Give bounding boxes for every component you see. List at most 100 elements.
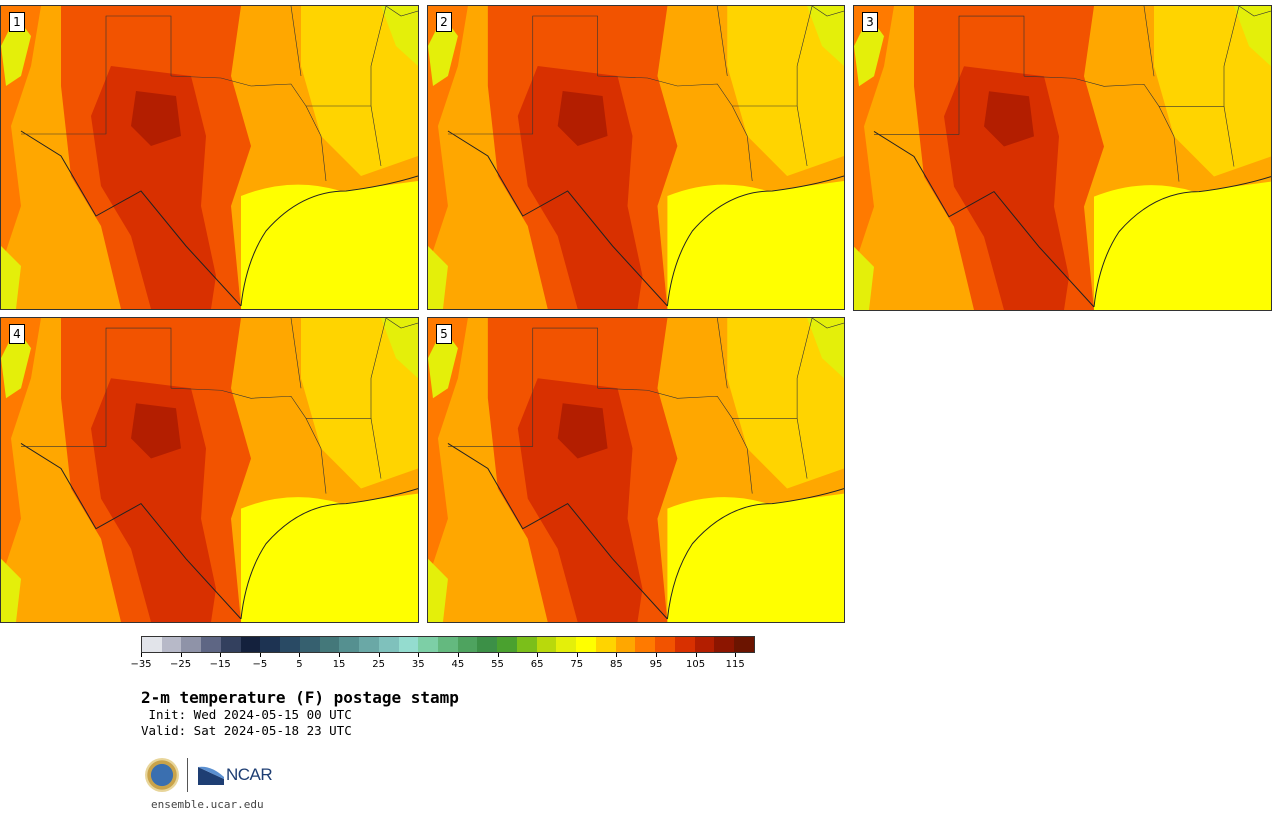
colorbar-tick-label: 55 bbox=[491, 659, 504, 670]
temperature-region bbox=[301, 6, 418, 176]
map-boundary-line bbox=[370, 418, 382, 479]
temperature-region bbox=[667, 493, 844, 622]
colorbar-tick-label: −5 bbox=[252, 659, 268, 670]
ensemble-member-map-5: 5 bbox=[427, 317, 845, 623]
colorbar-swatch bbox=[398, 637, 419, 652]
temperature-region bbox=[517, 66, 643, 309]
map-boundary-line bbox=[597, 318, 813, 419]
map-boundary-line bbox=[597, 6, 813, 107]
temperature-region bbox=[1, 246, 21, 309]
colorbar-tick-label: 105 bbox=[686, 659, 706, 670]
colorbar-tick bbox=[616, 653, 618, 657]
colorbar-swatch bbox=[655, 637, 675, 652]
ncar-wordmark: NCAR bbox=[226, 765, 273, 784]
colorbar-swatch bbox=[201, 637, 221, 652]
colorbar-swatch bbox=[457, 637, 478, 652]
map-boundary-line bbox=[732, 105, 753, 182]
map-boundary-line bbox=[385, 6, 418, 17]
map-boundary-line bbox=[796, 418, 808, 479]
temperature-region bbox=[428, 246, 448, 309]
title-block: 2-m temperature (F) postage stamp Init: … bbox=[141, 688, 459, 739]
colorbar-tick-label: 65 bbox=[530, 659, 544, 670]
colorbar-swatch bbox=[359, 637, 379, 652]
temperature-region bbox=[91, 66, 216, 309]
map-boundary-line bbox=[666, 488, 844, 620]
colorbar-tick-label: 15 bbox=[332, 659, 346, 670]
temperature-region bbox=[807, 318, 844, 379]
map-boundary-line bbox=[305, 418, 327, 494]
colorbar-swatch bbox=[181, 637, 202, 652]
colorbar-tick bbox=[537, 653, 539, 657]
colorbar-swatch bbox=[516, 637, 537, 652]
temperature-region bbox=[854, 16, 884, 87]
map-boundary-line bbox=[874, 15, 1025, 135]
temperature-region bbox=[131, 91, 181, 146]
colorbar-tick bbox=[339, 653, 341, 657]
colorbar-swatch bbox=[142, 637, 162, 652]
temperature-region bbox=[131, 403, 181, 459]
colorbar-tick-label: 115 bbox=[725, 659, 745, 670]
colorbar-swatch bbox=[556, 637, 577, 652]
colorbar-tick bbox=[180, 653, 182, 657]
ensemble-member-map-2: 2 bbox=[427, 5, 845, 310]
map-boundary-line bbox=[370, 105, 382, 167]
temperature-region bbox=[381, 6, 418, 66]
valid-time: Valid: Sat 2024-05-18 23 UTC bbox=[141, 723, 352, 738]
member-label: 4 bbox=[9, 324, 25, 344]
temperature-map bbox=[428, 318, 844, 622]
map-boundary-line bbox=[1143, 6, 1155, 77]
temperature-colorbar bbox=[141, 636, 755, 653]
member-label: 1 bbox=[9, 12, 25, 32]
colorbar-tick bbox=[457, 653, 459, 657]
colorbar-tick-label: −35 bbox=[130, 659, 152, 670]
colorbar-swatch bbox=[576, 637, 596, 652]
member-label: 3 bbox=[862, 12, 878, 32]
colorbar-swatch bbox=[477, 637, 498, 652]
colorbar-tick bbox=[418, 653, 420, 657]
colorbar-tick-label: 75 bbox=[570, 659, 584, 670]
colorbar-tick bbox=[299, 653, 301, 657]
map-boundary-line bbox=[21, 15, 172, 135]
colorbar-swatch bbox=[280, 637, 300, 652]
map-boundary-line bbox=[290, 6, 302, 77]
colorbar-tick bbox=[735, 653, 737, 657]
temperature-region bbox=[241, 181, 418, 309]
colorbar-tick-label: 35 bbox=[411, 659, 425, 670]
colorbar-tick-label: 85 bbox=[609, 659, 623, 670]
temperature-region bbox=[557, 403, 608, 459]
colorbar-tick-label: 95 bbox=[649, 659, 663, 670]
map-boundary-line bbox=[1238, 6, 1271, 17]
colorbar-swatch bbox=[299, 637, 320, 652]
temperature-map bbox=[1, 318, 418, 622]
map-boundary-line bbox=[811, 318, 844, 329]
colorbar-swatch bbox=[595, 637, 616, 652]
member-label: 5 bbox=[436, 324, 452, 344]
colorbar-swatch bbox=[536, 637, 557, 652]
colorbar-tick-label: −15 bbox=[209, 659, 231, 670]
map-boundary-line bbox=[447, 130, 668, 307]
temperature-region bbox=[984, 91, 1034, 147]
map-boundary-line bbox=[447, 327, 598, 447]
temperature-region bbox=[1, 16, 31, 86]
temperature-region bbox=[557, 91, 608, 146]
colorbar-tick-label: 5 bbox=[296, 659, 303, 670]
map-boundary-line bbox=[240, 175, 418, 307]
temperature-region bbox=[944, 66, 1069, 310]
map-boundary-line bbox=[447, 442, 668, 620]
colorbar-tick bbox=[141, 653, 142, 657]
temperature-map bbox=[1, 6, 418, 309]
temperature-region bbox=[428, 16, 458, 86]
temperature-region bbox=[381, 318, 418, 379]
map-boundary-line bbox=[21, 327, 172, 447]
temperature-map bbox=[854, 6, 1271, 310]
temperature-region bbox=[727, 6, 844, 176]
colorbar-swatch bbox=[635, 637, 656, 652]
map-boundary-line bbox=[1158, 106, 1180, 182]
temperature-region bbox=[517, 378, 643, 622]
map-boundary-line bbox=[170, 6, 387, 107]
ncar-logo-icon bbox=[198, 766, 224, 785]
temperature-region bbox=[428, 558, 448, 622]
temperature-region bbox=[1234, 6, 1271, 67]
temperature-region bbox=[1, 558, 21, 622]
colorbar-tick bbox=[259, 653, 261, 657]
